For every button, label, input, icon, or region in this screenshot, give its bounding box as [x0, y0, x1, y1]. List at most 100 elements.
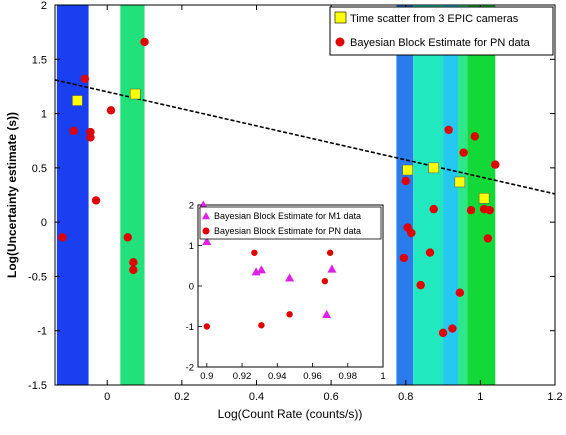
- pn-point-12: [401, 176, 410, 186]
- inset-chart: 0.9 0.92 0.94 0.96 0.98 1 -2 -1 0 1 2 Bayesian Bl…: [186, 200, 386, 382]
- inset-pn-point-3: [286, 311, 293, 318]
- pn-point-14: [407, 228, 416, 238]
- inset-m1-point-6: [327, 264, 337, 273]
- inset-points-layer: [198, 200, 337, 330]
- inset-pn-point-0: [203, 323, 211, 330]
- pn-point-22: [459, 148, 468, 157]
- pn-point-7: [123, 233, 132, 242]
- inset-x-tick-label: 0.94: [268, 371, 287, 382]
- inset-m1-point-0: [198, 200, 208, 209]
- pn-point-28: [491, 160, 500, 169]
- epic-point-3: [428, 162, 439, 174]
- inset-pn-point-4: [321, 277, 329, 285]
- legend-entry-pn: Bayesian Block Estimate for PN data: [350, 37, 531, 49]
- inset-x-axis: 0.9 0.92 0.94 0.96 0.98 1: [200, 363, 386, 382]
- legend-marker-circle: [335, 37, 345, 47]
- inset-m1-point-1: [202, 236, 212, 246]
- pn-point-8: [129, 258, 138, 267]
- shaded-band-3: [413, 5, 444, 385]
- x-axis-label: Log(Count Rate (counts/s)): [218, 407, 363, 421]
- pn-point-2: [80, 74, 90, 84]
- inset-x-tick-label: 0.96: [303, 371, 322, 382]
- x-axis: 0 0.2 0.4 0.6 0.8 1 1.2: [104, 5, 563, 403]
- pn-point-26: [483, 234, 493, 243]
- pn-point-4: [86, 133, 95, 142]
- inset-y-tick-label: -1: [186, 322, 194, 333]
- pn-point-20: [448, 324, 457, 333]
- inset-x-tick-label: 1: [380, 371, 385, 382]
- inset-pn-point-5: [326, 249, 334, 256]
- inset-legend: Bayesian Block Estimate for M1 data Baye…: [199, 206, 382, 240]
- pn-point-17: [429, 204, 438, 214]
- y-tick-label: 0.5: [32, 163, 47, 175]
- pn-point-6: [106, 106, 116, 115]
- pn-point-10: [140, 37, 149, 47]
- plot-frame: [54, 4, 556, 386]
- pn-point-21: [455, 288, 465, 297]
- y-tick-label: 1: [41, 109, 47, 121]
- pn-point-16: [425, 248, 435, 257]
- inset-y-tick-label: 1: [189, 241, 194, 252]
- y-axis: -1.5 -1 -0.5 0 0.5 1 1.5 2: [28, 0, 555, 392]
- inset-legend-marker-triangle: [202, 212, 210, 220]
- inset-y-axis: -2 -1 0 1 2: [186, 201, 202, 374]
- legend-entry-epic: Time scatter from 3 EPIC cameras: [350, 13, 519, 25]
- epic-point-5: [478, 193, 490, 204]
- shaded-band-0: [56, 5, 89, 385]
- y-tick-label: 1.5: [32, 54, 47, 66]
- legend-marker-square: [334, 11, 347, 24]
- shaded-band-2: [396, 5, 414, 385]
- inset-x-tick-label: 0.9: [200, 371, 213, 382]
- x-tick-label: 0.6: [323, 391, 338, 403]
- inset-m1-point-5: [322, 309, 332, 318]
- pn-point-9: [129, 265, 138, 275]
- y-tick-label: 0: [41, 217, 47, 229]
- inset-pn-point-1: [251, 249, 258, 256]
- shaded-band-4: [443, 5, 458, 385]
- x-tick-label: 0: [104, 391, 110, 403]
- inset-y-tick-label: 2: [189, 201, 194, 212]
- inset-legend-entry-m1: Bayesian Block Estimate for M1 data: [214, 211, 361, 221]
- y-tick-label: 2: [41, 0, 47, 12]
- pn-point-11: [399, 253, 409, 263]
- inset-legend-entry-pn: Bayesian Block Estimate for PN data: [214, 226, 361, 236]
- points-layer: [58, 37, 500, 338]
- inset-y-tick-label: 0: [189, 282, 194, 293]
- legend: Time scatter from 3 EPIC cameras Bayesia…: [329, 6, 554, 56]
- inset-y-tick-label: -2: [186, 363, 194, 374]
- inset-legend-box: [199, 206, 382, 240]
- pn-point-19: [444, 125, 453, 135]
- x-tick-label: 1.2: [547, 391, 562, 403]
- pn-point-23: [466, 206, 476, 215]
- x-tick-label: 0.2: [174, 391, 189, 403]
- pn-point-18: [438, 328, 448, 338]
- y-axis-label: Log(Uncertainty estimate (s)): [5, 112, 19, 278]
- inset-x-tick-label: 0.98: [339, 371, 358, 382]
- epic-point-0: [72, 95, 83, 106]
- pn-point-1: [69, 126, 78, 136]
- x-tick-label: 1: [477, 391, 483, 403]
- inset-m1-point-3: [256, 265, 266, 274]
- y-tick-label: -0.5: [28, 271, 47, 283]
- band-layer: [56, 5, 496, 385]
- epic-point-4: [454, 176, 466, 188]
- pn-point-0: [58, 233, 67, 242]
- shaded-band-5: [457, 5, 468, 385]
- inset-m1-point-4: [285, 273, 295, 282]
- x-tick-label: 0.4: [249, 391, 264, 403]
- shaded-band-1: [120, 5, 145, 385]
- inset-pn-point-2: [258, 322, 265, 329]
- inset-legend-marker-circle: [202, 227, 210, 235]
- pn-point-27: [485, 206, 494, 215]
- pn-point-24: [470, 132, 479, 141]
- x-tick-label: 0.8: [398, 391, 413, 403]
- pn-point-5: [91, 196, 101, 205]
- epic-point-1: [129, 88, 141, 100]
- y-tick-label: -1.5: [28, 380, 47, 392]
- inset-x-tick-label: 0.92: [233, 371, 252, 382]
- pn-point-15: [416, 280, 425, 290]
- y-tick-label: -1: [37, 326, 47, 338]
- epic-point-2: [402, 164, 413, 176]
